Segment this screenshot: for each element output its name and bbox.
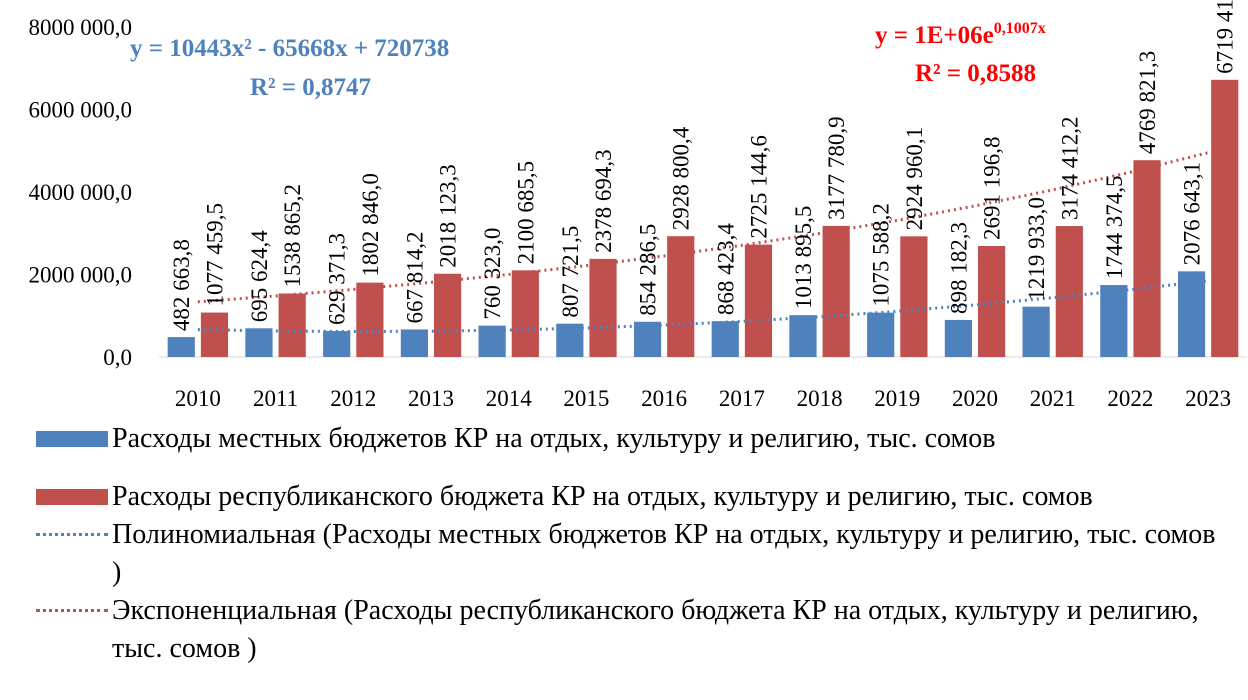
data-label: 2018 123,3 (436, 164, 461, 267)
chart: 0,0 2000 000,0 4000 000,0 6000 000,0 8000 00… (29, 0, 1247, 411)
x-tick-label: 2019 (874, 386, 920, 411)
bar (1133, 160, 1161, 357)
data-label: 2691 196,8 (980, 136, 1005, 240)
data-label: 760 323,0 (480, 228, 505, 320)
x-tick-label: 2021 (1030, 386, 1076, 411)
data-label: 807 721,5 (558, 226, 583, 318)
data-label: 1744 374,5 (1102, 176, 1127, 280)
data-label: 1077 459,5 (202, 203, 227, 307)
x-tick-label: 2011 (253, 386, 298, 411)
data-label: 3177 780,9 (824, 116, 849, 220)
bar (200, 312, 229, 357)
data-label: 1802 846,0 (358, 173, 383, 277)
bar (900, 236, 928, 357)
y-tick-label: 8000 000,0 (29, 15, 133, 40)
equation-exponent: 0,1007x (994, 20, 1046, 37)
legend-swatch (36, 431, 108, 447)
data-label: 854 286,5 (636, 224, 661, 316)
bar (511, 270, 539, 357)
bar (434, 273, 462, 357)
bar (245, 328, 273, 357)
data-label: 6719 413,7 (1213, 0, 1238, 74)
x-tick-label: 2018 (797, 386, 843, 411)
trend-r2: R² = 0,8747 (250, 74, 371, 101)
trend-equation: y = 1E+06e0,1007x (875, 20, 1046, 49)
legend-label: Расходы местных бюджетов КР на отдых, ку… (112, 423, 996, 454)
data-label: 1013 895,5 (791, 206, 816, 310)
y-tick-label: 4000 000,0 (29, 180, 133, 205)
bar (633, 321, 662, 357)
x-tick-label: 2017 (719, 386, 765, 411)
data-label: 2725 144,6 (746, 135, 771, 239)
y-tick-label: 0,0 (103, 345, 132, 370)
bar (167, 337, 195, 357)
data-label: 2100 685,5 (513, 161, 538, 265)
x-tick-label: 2022 (1107, 386, 1153, 411)
bar (1100, 285, 1128, 357)
trendline (197, 279, 1209, 334)
bar (278, 293, 306, 357)
bar (822, 225, 850, 357)
data-label: 2924 960,1 (902, 127, 927, 231)
legend-entry: Расходы республиканского бюджета КР на о… (30, 478, 1230, 516)
x-tick-label: 2023 (1185, 386, 1231, 411)
bar (978, 245, 1006, 357)
bar (556, 323, 584, 357)
legend-swatch (36, 609, 108, 612)
legend-entry: Расходы местных бюджетов КР на отдых, ку… (30, 420, 1230, 458)
data-label: 482 663,8 (169, 239, 194, 331)
data-label: 1538 865,2 (280, 184, 305, 288)
bar (744, 244, 773, 357)
x-tick-label: 2020 (952, 386, 998, 411)
legend-swatch (36, 489, 108, 505)
data-label: 667 814,2 (402, 231, 427, 323)
data-label: 1219 933,0 (1024, 197, 1049, 301)
bar (867, 312, 895, 357)
legend-swatch (36, 533, 108, 536)
bar (1211, 79, 1239, 357)
data-label: 2928 800,4 (669, 126, 694, 230)
data-label: 4769 821,3 (1135, 51, 1160, 155)
bar (1022, 306, 1050, 357)
bar (400, 329, 428, 357)
bar (356, 282, 384, 357)
x-tick-label: 2016 (641, 386, 687, 411)
bar (711, 321, 739, 357)
x-tick-label: 2012 (330, 386, 376, 411)
legend-label: Расходы республиканского бюджета КР на о… (112, 481, 1093, 512)
data-label: 3174 412,2 (1057, 117, 1082, 221)
y-tick-label: 6000 000,0 (29, 98, 133, 123)
trend-r2: R² = 0,8588 (915, 60, 1036, 87)
trendline (197, 151, 1209, 304)
data-label: 868 423,4 (713, 223, 738, 316)
equation-base: y = 1E+06e (875, 22, 994, 49)
x-tick-label: 2014 (486, 386, 533, 411)
x-tick-label: 2015 (563, 386, 609, 411)
y-tick-label: 2000 000,0 (29, 263, 133, 288)
legend-label: Полиномиальная (Расходы местных бюджетов… (112, 519, 1216, 588)
bar (1055, 226, 1083, 357)
bar (789, 315, 817, 357)
data-label: 2378 694,3 (591, 149, 616, 253)
bar (589, 258, 617, 357)
legend-entry: Экспоненциальная (Расходы республиканско… (30, 592, 1230, 668)
trend-equation: y = 10443x² - 65668x + 720738 (130, 35, 449, 62)
legend-label: Экспоненциальная (Расходы республиканско… (112, 595, 1199, 664)
data-label: 695 624,4 (247, 230, 272, 323)
legend: Расходы местных бюджетов КР на отдых, ку… (30, 420, 1230, 668)
data-label: 629 371,3 (325, 233, 350, 325)
bar (1177, 271, 1206, 357)
data-label: 2076 643,1 (1180, 162, 1205, 266)
bar (667, 236, 695, 357)
data-label: 1075 588,2 (869, 203, 894, 307)
x-tick-label: 2013 (408, 386, 454, 411)
bar (944, 319, 972, 357)
data-label: 898 182,3 (946, 222, 971, 314)
x-tick-label: 2010 (175, 386, 221, 411)
bar (323, 331, 351, 357)
legend-entry: Полиномиальная (Расходы местных бюджетов… (30, 516, 1230, 592)
